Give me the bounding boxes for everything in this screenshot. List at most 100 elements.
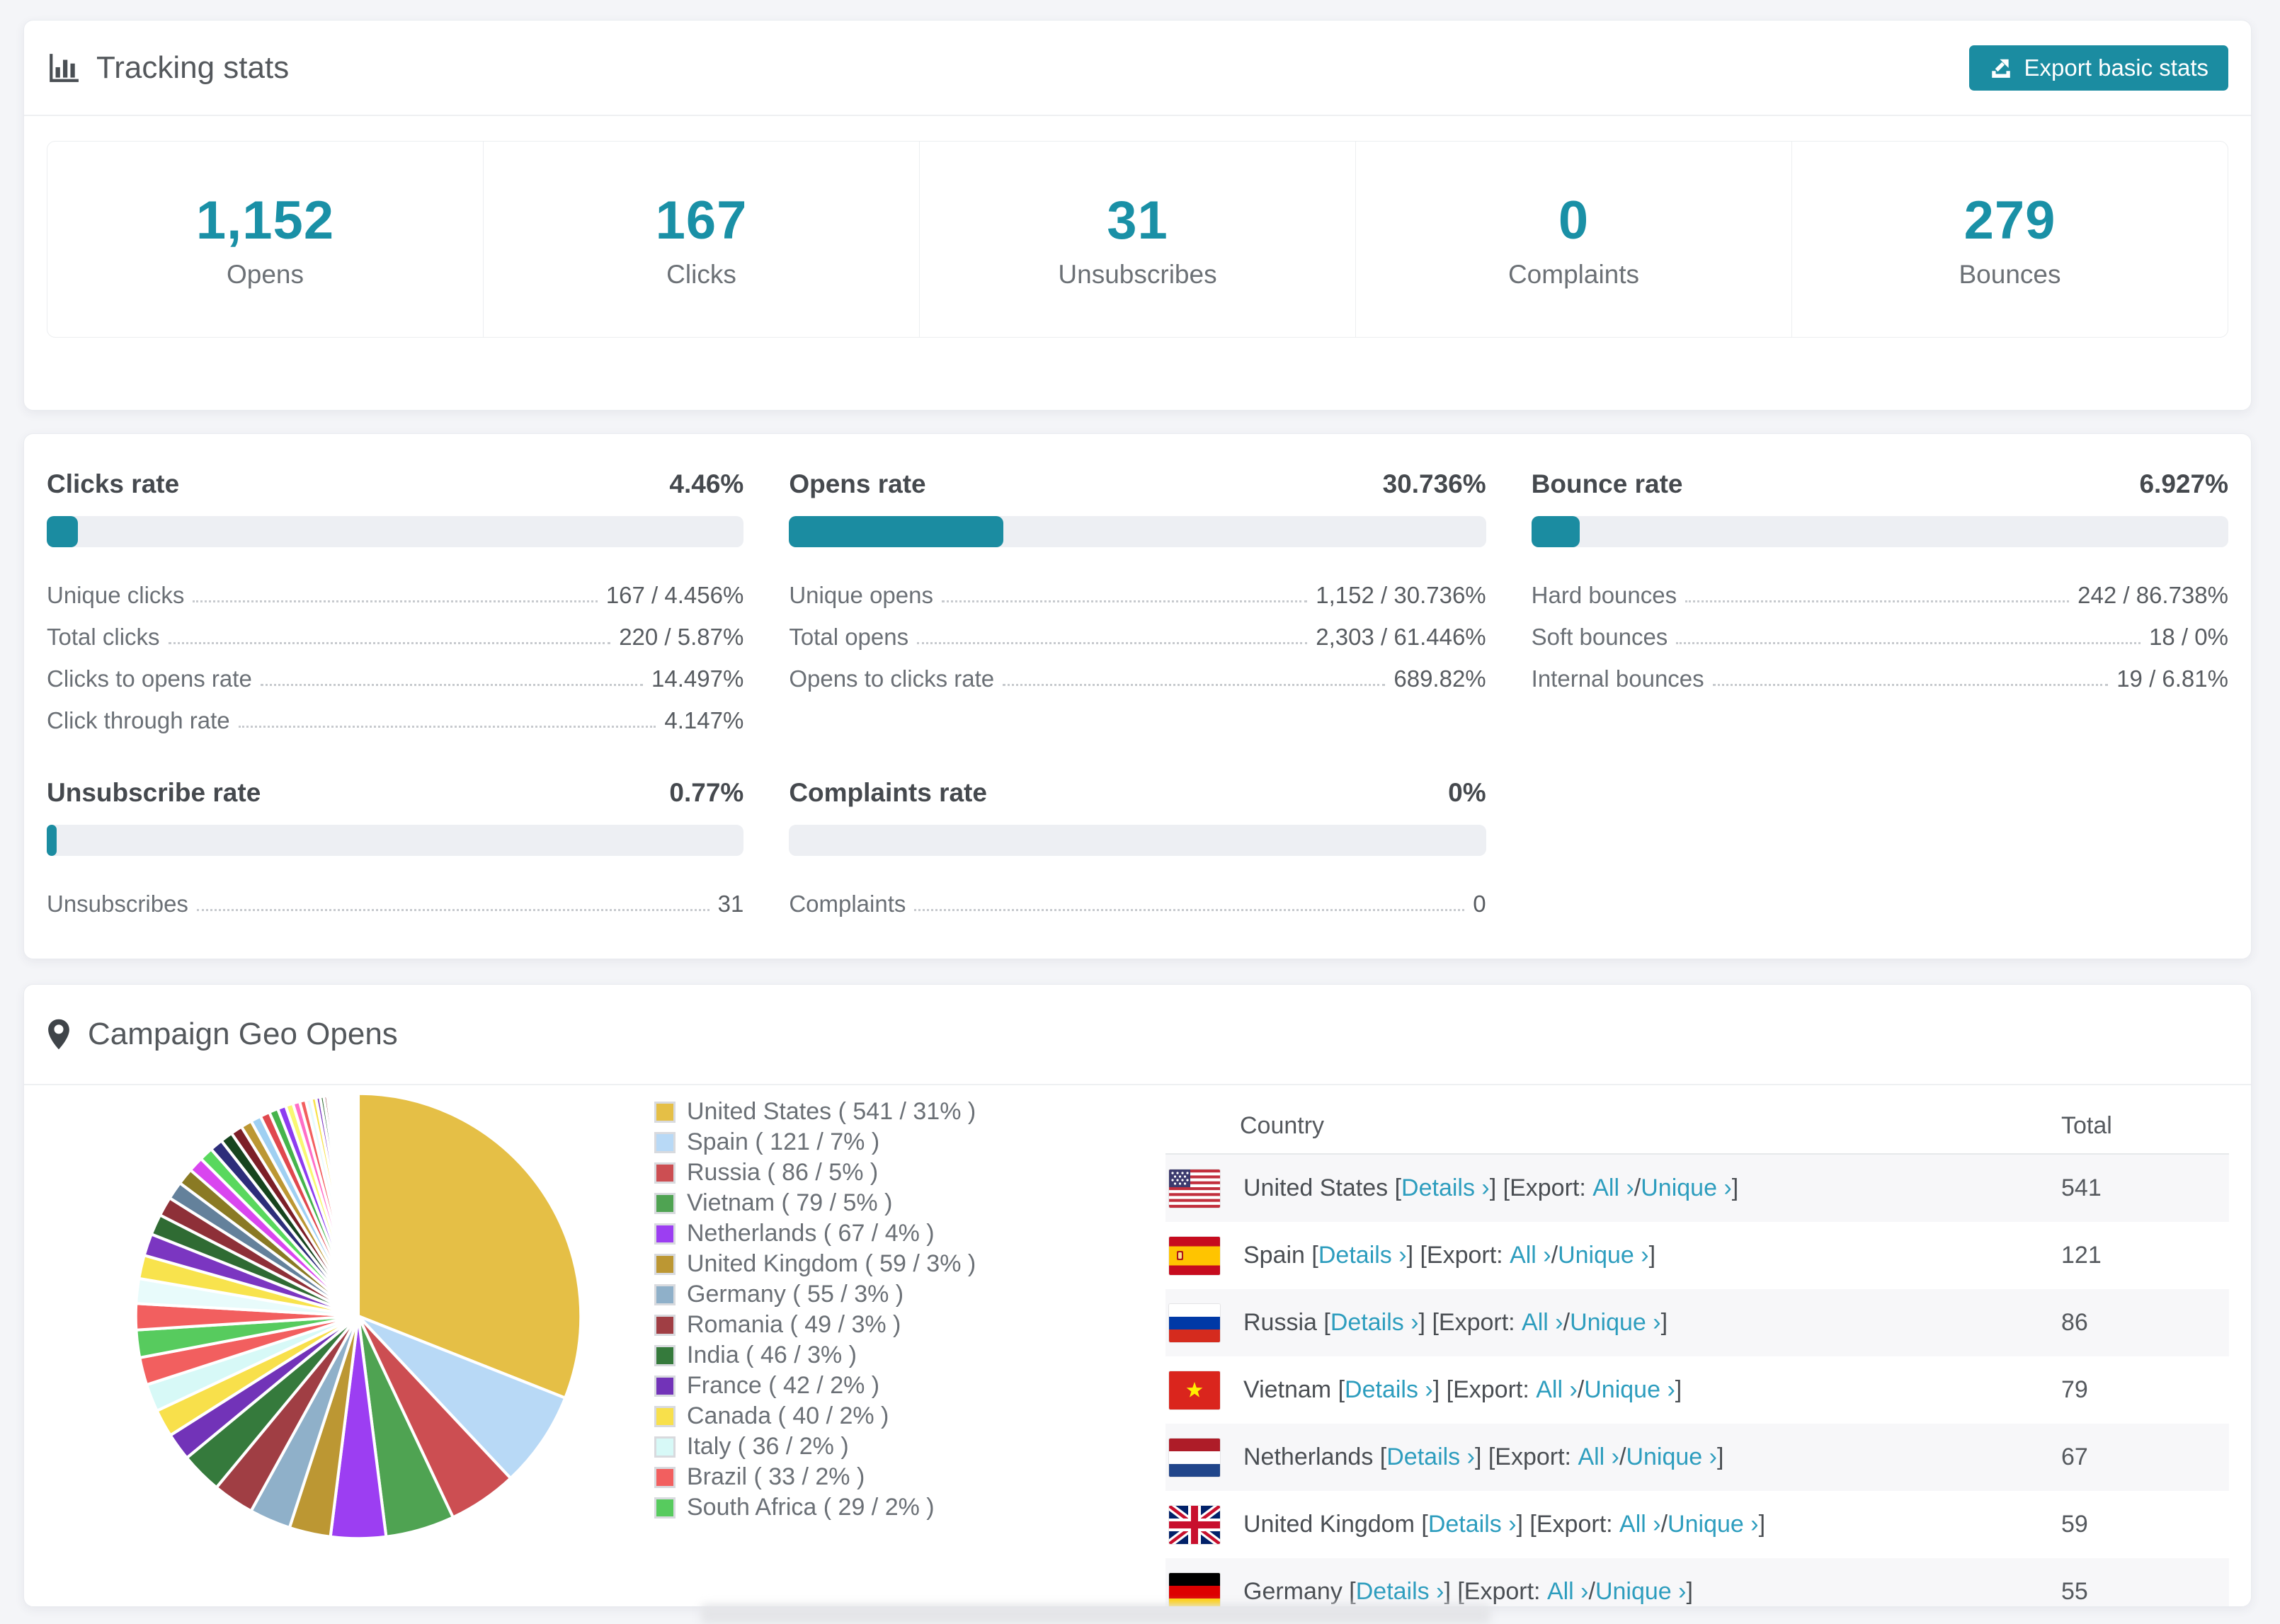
rate-line: Opens to clicks rate 689.82% (789, 665, 1486, 692)
flag-es-icon (1169, 1236, 1220, 1275)
details-link[interactable]: Details › (1345, 1376, 1433, 1403)
flag-us-icon (1169, 1169, 1220, 1208)
export-unique-link[interactable]: Unique › (1668, 1511, 1759, 1538)
legend-swatch (654, 1375, 676, 1397)
details-link[interactable]: Details › (1355, 1578, 1444, 1605)
export-basic-stats-button[interactable]: Export basic stats (1968, 45, 2228, 91)
rate-line: Unique clicks 167 / 4.456% (47, 582, 744, 608)
legend-swatch (654, 1497, 676, 1519)
legend-item: France ( 42 / 2% ) (654, 1371, 976, 1401)
pie-slice (356, 1092, 583, 1400)
legend-item: Russia ( 86 / 5% ) (654, 1157, 976, 1188)
dotted-leader (260, 684, 644, 686)
rate-line: Total opens 2,303 / 61.446% (789, 624, 1486, 650)
stat-label: Unsubscribes (1058, 259, 1217, 289)
geo-table-row: Netherlands [Details ›] [Export: All › /… (1165, 1424, 2229, 1491)
export-all-link[interactable]: All › (1578, 1443, 1620, 1470)
export-unique-link[interactable]: Unique › (1558, 1242, 1649, 1269)
rate-line: Clicks to opens rate 14.497% (47, 665, 744, 692)
details-link[interactable]: Details › (1401, 1174, 1490, 1201)
legend-item: Romania ( 49 / 3% ) (654, 1310, 976, 1340)
legend-item: Spain ( 121 / 7% ) (654, 1127, 976, 1157)
legend-swatch (654, 1466, 676, 1488)
export-all-link[interactable]: All › (1619, 1511, 1661, 1538)
dotted-leader (168, 642, 611, 644)
rate-title: Bounce rate (1531, 469, 1683, 498)
geo-table-body: United States [Details ›] [Export: All ›… (1165, 1155, 2229, 1606)
export-unique-link[interactable]: Unique › (1570, 1309, 1661, 1336)
legend-item: Canada ( 40 / 2% ) (654, 1401, 976, 1431)
geo-table-row: Russia [Details ›] [Export: All › / Uniq… (1165, 1289, 2229, 1356)
details-link[interactable]: Details › (1330, 1309, 1419, 1336)
export-unique-link[interactable]: Unique › (1584, 1376, 1675, 1403)
dotted-leader (914, 909, 1465, 911)
legend-swatch (654, 1131, 676, 1153)
pie-slice (356, 1314, 567, 1480)
stat-value: 1,152 (195, 190, 335, 251)
map-marker-icon (47, 1018, 71, 1051)
legend-swatch (654, 1283, 676, 1305)
legend-item: Brazil ( 33 / 2% ) (654, 1462, 976, 1492)
country-total: 541 (2061, 1174, 2102, 1201)
rate-line: Unique opens 1,152 / 30.736% (789, 582, 1486, 608)
legend-swatch (654, 1192, 676, 1214)
summary-stat: 31 Unsubscribes (919, 142, 1355, 337)
stat-label: Opens (226, 259, 304, 289)
legend-swatch (654, 1405, 676, 1427)
export-all-link[interactable]: All › (1592, 1174, 1634, 1201)
stat-value: 0 (1558, 190, 1590, 251)
flag-de-icon (1169, 1572, 1220, 1606)
geo-table-header: Country Total (1165, 1098, 2229, 1155)
rate-line: Click through rate 4.147% (47, 707, 744, 733)
dotted-leader (1003, 684, 1386, 686)
dotted-leader (1712, 684, 2109, 686)
legend-item: Italy ( 36 / 2% ) (654, 1431, 976, 1462)
summary-stat: 167 Clicks (483, 142, 919, 337)
rate-line: Complaints 0 (789, 891, 1486, 917)
country-name: Russia (1243, 1309, 1317, 1336)
rate-progress-track (1531, 516, 2228, 547)
rate-progress-fill (47, 825, 57, 856)
geo-table-row: United Kingdom [Details ›] [Export: All … (1165, 1491, 2229, 1558)
export-all-link[interactable]: All › (1546, 1578, 1589, 1605)
export-all-link[interactable]: All › (1536, 1376, 1578, 1403)
rate-progress-fill (1531, 516, 1580, 547)
rate-value: 0% (1448, 778, 1486, 807)
stat-value: 167 (655, 190, 748, 251)
stat-label: Bounces (1959, 259, 2061, 289)
legend-item: Vietnam ( 79 / 5% ) (654, 1188, 976, 1218)
dotted-leader (1685, 600, 2070, 602)
country-name: United Kingdom (1243, 1511, 1415, 1538)
dotted-leader (941, 600, 1308, 602)
country-column-header: Country (1240, 1111, 1325, 1139)
pie-legend: United States ( 541 / 31% ) Spain ( 121 /… (654, 1097, 976, 1523)
export-unique-link[interactable]: Unique › (1626, 1443, 1717, 1470)
export-unique-link[interactable]: Unique › (1595, 1578, 1687, 1605)
legend-swatch (654, 1314, 676, 1336)
rate-title: Unsubscribe rate (47, 778, 261, 807)
rate-block-clicks: Clicks rate 4.46% Unique clicks 167 / 4.456… (47, 469, 744, 734)
rate-block-unsubscribe: Unsubscribe rate 0.77% Unsubscribes 31 (47, 778, 744, 917)
tracking-stats-header: Tracking stats Export basic stats (24, 21, 2251, 116)
export-unique-link[interactable]: Unique › (1641, 1174, 1732, 1201)
summary-stat: 279 Bounces (1791, 142, 2228, 337)
flag-ru-icon (1169, 1303, 1220, 1342)
country-total: 121 (2061, 1242, 2102, 1269)
rate-line: Soft bounces 18 / 0% (1531, 624, 2228, 650)
legend-item: South Africa ( 29 / 2% ) (654, 1492, 976, 1523)
details-link[interactable]: Details › (1386, 1443, 1475, 1470)
dotted-leader (917, 642, 1308, 644)
rate-block-bounce: Bounce rate 6.927% Hard bounces 242 / 86.73… (1531, 469, 2228, 734)
export-all-link[interactable]: All › (1510, 1242, 1551, 1269)
country-total: 67 (2061, 1443, 2088, 1470)
details-link[interactable]: Details › (1318, 1242, 1407, 1269)
country-name: Germany (1243, 1578, 1343, 1605)
export-button-label: Export basic stats (2024, 54, 2208, 81)
stat-value: 31 (1107, 190, 1168, 251)
geo-header: Campaign Geo Opens (24, 985, 2251, 1085)
details-link[interactable]: Details › (1427, 1511, 1517, 1538)
export-all-link[interactable]: All › (1522, 1309, 1563, 1336)
legend-item: United States ( 541 / 31% ) (654, 1097, 976, 1127)
dotted-leader (1676, 642, 2141, 644)
